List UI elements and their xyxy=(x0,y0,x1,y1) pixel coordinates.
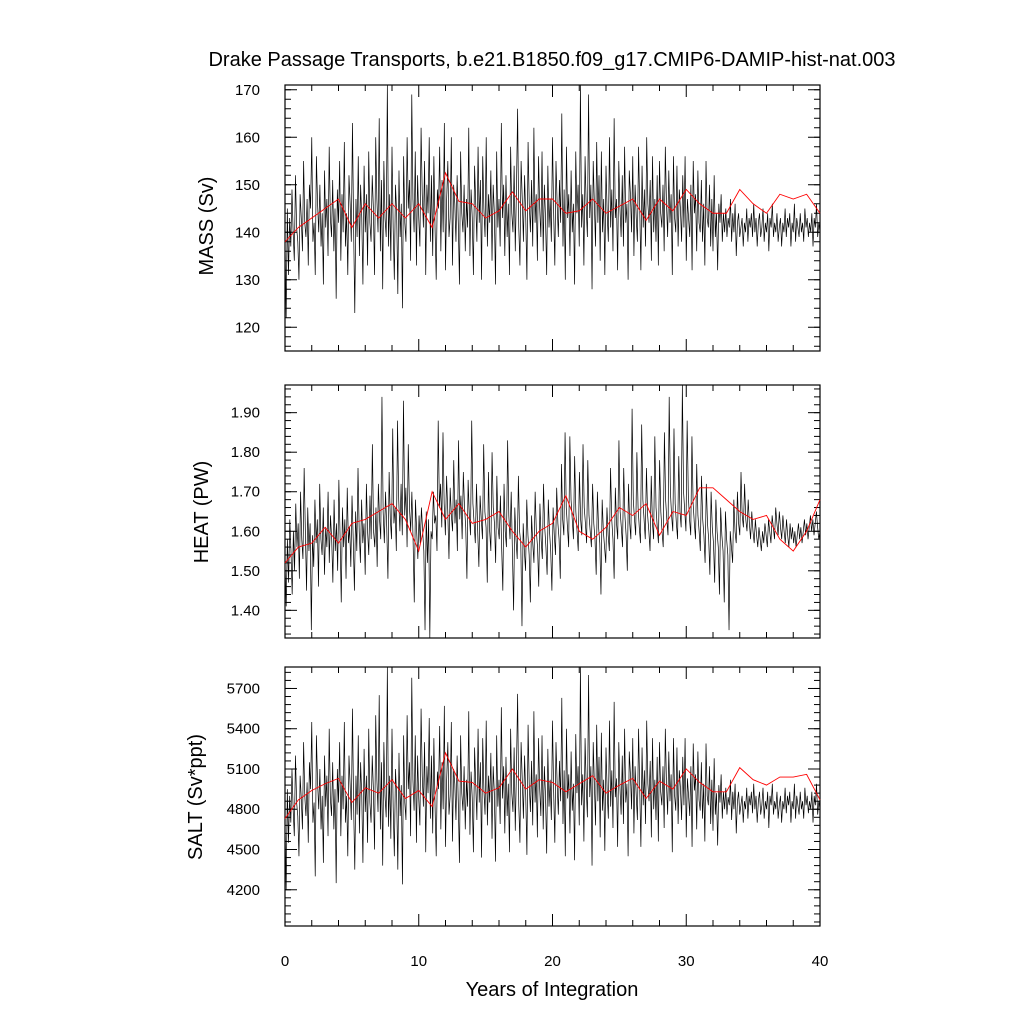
heat-monthly-series-line xyxy=(284,384,821,639)
heat-y-tick-label: 1.50 xyxy=(231,563,260,580)
salt-y-tick-label: 5400 xyxy=(227,721,260,738)
heat-y-tick-label: 1.40 xyxy=(231,602,260,619)
x-tick-label: 20 xyxy=(544,953,561,970)
salt-y-tick-label: 5700 xyxy=(227,680,260,697)
x-axis-tick-labels: 0 10 20 30 40 xyxy=(281,953,829,970)
salt-panel: SALT (Sv*ppt) 4200 4500 4800 5100 5400 5700 xyxy=(185,666,821,927)
mass-annual-mean-line xyxy=(284,171,821,243)
salt-y-tick-label: 4200 xyxy=(227,882,260,899)
mass-y-tick-label: 160 xyxy=(235,129,260,146)
salt-y-axis-label: SALT (Sv*ppt) xyxy=(185,734,207,860)
mass-panel: MASS (Sv) 120 130 140 150 160 170 xyxy=(196,82,821,352)
salt-annual-mean-line xyxy=(284,751,821,819)
heat-panel: HEAT (PW) 1.40 1.50 1.60 1.70 1.80 1.90 xyxy=(191,384,821,639)
heat-y-tick-label: 1.90 xyxy=(231,405,260,422)
x-tick-label: 30 xyxy=(678,953,695,970)
mass-y-tick-label: 130 xyxy=(235,272,260,289)
salt-monthly-series-line xyxy=(284,666,821,890)
heat-y-tick-label: 1.70 xyxy=(231,484,260,501)
x-tick-label: 0 xyxy=(281,953,289,970)
salt-y-tick-label: 5100 xyxy=(227,761,260,778)
mass-y-axis-label: MASS (Sv) xyxy=(196,177,218,276)
x-tick-label: 40 xyxy=(812,953,829,970)
chart-title: Drake Passage Transports, b.e21.B1850.f0… xyxy=(208,49,895,71)
heat-y-tick-label: 1.60 xyxy=(231,523,260,540)
mass-y-tick-label: 120 xyxy=(235,319,260,336)
x-axis-label: Years of Integration xyxy=(466,979,639,1001)
mass-y-tick-label: 140 xyxy=(235,224,260,241)
heat-annual-mean-line xyxy=(284,487,821,564)
heat-y-axis-label: HEAT (PW) xyxy=(191,461,213,564)
x-tick-label: 10 xyxy=(410,953,427,970)
salt-y-tick-label: 4800 xyxy=(227,801,260,818)
salt-y-tick-label: 4500 xyxy=(227,842,260,859)
heat-y-tick-label: 1.80 xyxy=(231,444,260,461)
mass-monthly-series-line xyxy=(284,84,821,318)
mass-y-tick-label: 170 xyxy=(235,82,260,99)
mass-y-tick-label: 150 xyxy=(235,177,260,194)
